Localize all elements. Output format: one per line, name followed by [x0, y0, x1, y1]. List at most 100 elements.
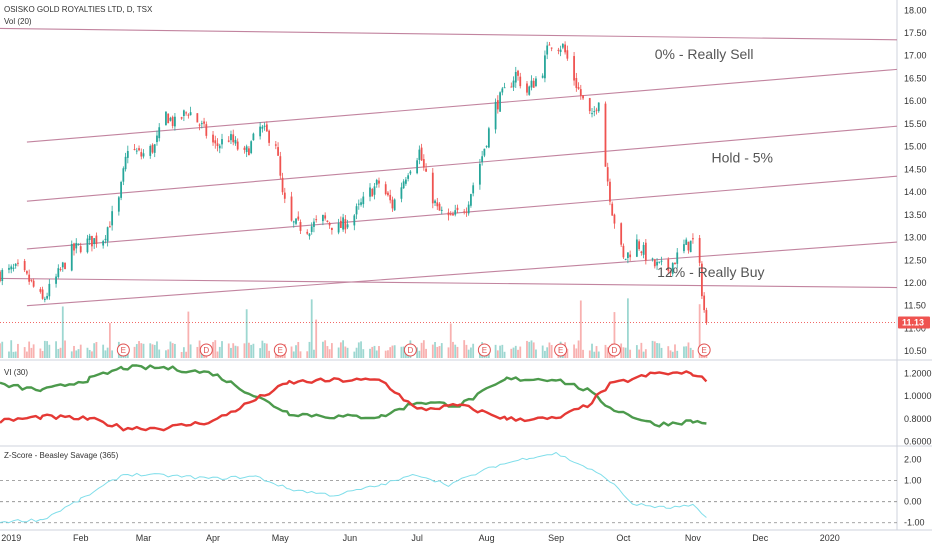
event-marker[interactable]: D [403, 343, 417, 357]
volume-bar [86, 347, 89, 358]
candle-body [384, 184, 387, 195]
candle-body [283, 192, 286, 199]
price-tick-label: 14.00 [904, 187, 927, 197]
volume-bar [171, 343, 174, 358]
volume-bar [644, 349, 647, 358]
volume-bar [259, 348, 262, 358]
candle-body [514, 71, 517, 83]
candle-body [232, 134, 235, 143]
volume-bar [185, 351, 188, 358]
candle-body [407, 175, 410, 179]
volume-bar [248, 342, 250, 358]
candle-body [259, 126, 262, 137]
volume-bar [28, 341, 31, 358]
price-pane[interactable]: 0% - Really Sell Hold - 5% 12% - Really Bu… [0, 5, 898, 358]
volume-bar [653, 341, 656, 358]
volume-bar [436, 346, 439, 358]
volume-bar [434, 342, 436, 358]
candle-body [644, 242, 647, 261]
price-axis[interactable]: 10.5011.0011.5012.0012.5013.0013.5014.00… [904, 5, 932, 527]
candles [0, 41, 708, 325]
candle-body [550, 47, 553, 49]
volume-bar [232, 343, 235, 358]
event-marker[interactable]: D [607, 343, 621, 357]
volume-bar [70, 351, 73, 358]
volume-bar [59, 347, 62, 358]
candle-body [268, 130, 270, 143]
vi-pane[interactable]: VI (30) [0, 364, 708, 432]
candle-body [438, 203, 441, 211]
candle-body [8, 267, 10, 270]
time-tick-label: Sep [548, 533, 564, 543]
event-marker[interactable]: E [554, 343, 568, 357]
event-marker[interactable]: E [477, 343, 491, 357]
volume-bar [689, 347, 692, 358]
time-tick-label: 2020 [820, 533, 840, 543]
candle-body [26, 271, 28, 274]
candle-body [73, 243, 75, 251]
candle-body [200, 123, 203, 125]
candle-body [216, 143, 219, 147]
event-marker-label: E [558, 346, 563, 355]
time-tick-label: 2019 [1, 533, 21, 543]
volume-bar [315, 319, 318, 358]
candle-body [698, 238, 701, 263]
candle-body [416, 160, 419, 174]
volume-bar [104, 350, 107, 358]
volume-bar [142, 343, 145, 358]
candle-body [676, 252, 679, 264]
volume-bar [467, 349, 470, 358]
event-marker[interactable]: E [697, 343, 711, 357]
volume-bar [156, 341, 158, 358]
volume-bar [512, 347, 515, 358]
candle-body [512, 80, 515, 88]
candle-body [79, 246, 82, 253]
volume-bar [544, 350, 546, 358]
candle-body [431, 172, 434, 204]
candle-body [588, 98, 591, 112]
volume-bar [656, 343, 658, 358]
volume-bar [526, 340, 528, 358]
volume-bar [344, 346, 347, 358]
volume-bar [43, 340, 46, 358]
volume-bar [180, 351, 183, 358]
candle-body [561, 44, 564, 48]
volume-bar [447, 347, 450, 358]
volume-bar [252, 343, 255, 358]
volume-bar [528, 341, 531, 358]
candle-body [653, 259, 656, 267]
volume-bar [342, 340, 344, 358]
candle-body [212, 134, 214, 143]
last-price-value: 11.13 [902, 318, 924, 328]
time-axis[interactable]: 2019 Feb Mar Apr May Jun Jul Aug Sep Oct Nov Dec 202… [1, 533, 840, 543]
volume-bar [517, 349, 519, 358]
event-marker-circle [273, 343, 287, 357]
candle-body [344, 219, 347, 230]
candle-body [165, 111, 167, 126]
candle-body [606, 167, 609, 182]
zscore-tick-label: -1.00 [904, 518, 925, 528]
event-marker[interactable]: E [116, 343, 130, 357]
volume-bar [61, 306, 64, 358]
candle-body [313, 221, 315, 227]
candle-body [111, 211, 114, 226]
candle-body [651, 258, 654, 260]
volume-bar [221, 341, 223, 358]
volume-bar [375, 350, 378, 358]
volume-bar [389, 347, 392, 358]
volume-bar [212, 341, 214, 358]
candle-body [221, 139, 223, 145]
zscore-pane[interactable]: Z-Score - Beasley Savage (365) [0, 451, 897, 524]
candle-body [236, 141, 239, 150]
candle-body [535, 78, 537, 87]
volume-bar [575, 348, 578, 358]
price-tick-label: 14.50 [904, 164, 927, 174]
event-marker[interactable]: E [273, 343, 287, 357]
candle-body [133, 148, 136, 150]
candle-body [292, 221, 295, 223]
candle-body [642, 244, 645, 255]
event-marker[interactable]: D [199, 343, 213, 357]
candle-body [546, 45, 549, 55]
event-marker-label: E [701, 346, 706, 355]
